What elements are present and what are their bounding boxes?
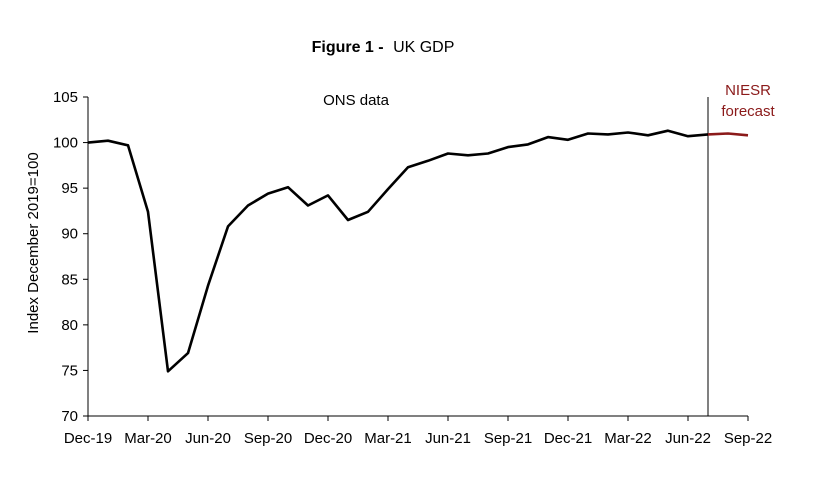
x-tick-label: Jun-20 [185,430,231,447]
niesr-forecast-line [707,132,749,137]
series-lines [87,97,749,416]
chart-title-rest: UK GDP [393,39,454,56]
x-tick-label: Dec-19 [64,430,112,447]
ons-data-line [87,129,709,373]
ons-data-annotation: ONS data [323,92,390,109]
x-tick-label: Mar-21 [364,430,412,447]
y-tick-label: 100 [53,135,78,152]
y-axis-label: Index December 2019=100 [25,152,42,333]
y-tick-label: 95 [61,180,78,197]
chart-title-bold: Figure 1 - [312,39,384,56]
x-tick-label: Jun-21 [425,430,471,447]
y-tick-label: 80 [61,317,78,334]
x-tick-label: Sep-21 [484,430,532,447]
niesr-annotation-line2: forecast [721,103,775,120]
x-tick-label: Mar-22 [604,430,652,447]
x-tick-labels: Dec-19 Mar-20 Jun-20 Sep-20 Dec-20 Mar-21 Jun-… [64,430,772,447]
x-tick-label: Dec-21 [544,430,592,447]
y-tick-labels: 70 75 80 85 90 95 100 105 [53,89,78,425]
axes [83,96,749,421]
y-tick-label: 90 [61,226,78,243]
y-tick-label: 105 [53,89,78,106]
y-tick-label: 85 [61,271,78,288]
x-tick-label: Jun-22 [665,430,711,447]
x-tick-label: Sep-22 [724,430,772,447]
y-tick-label: 70 [61,408,78,425]
y-tick-label: 75 [61,362,78,379]
x-tick-label: Sep-20 [244,430,292,447]
niesr-annotation-line1: NIESR [725,82,771,99]
x-tick-label: Dec-20 [304,430,352,447]
x-tick-label: Mar-20 [124,430,172,447]
chart-title: Figure 1 - UK GDP [312,39,455,56]
